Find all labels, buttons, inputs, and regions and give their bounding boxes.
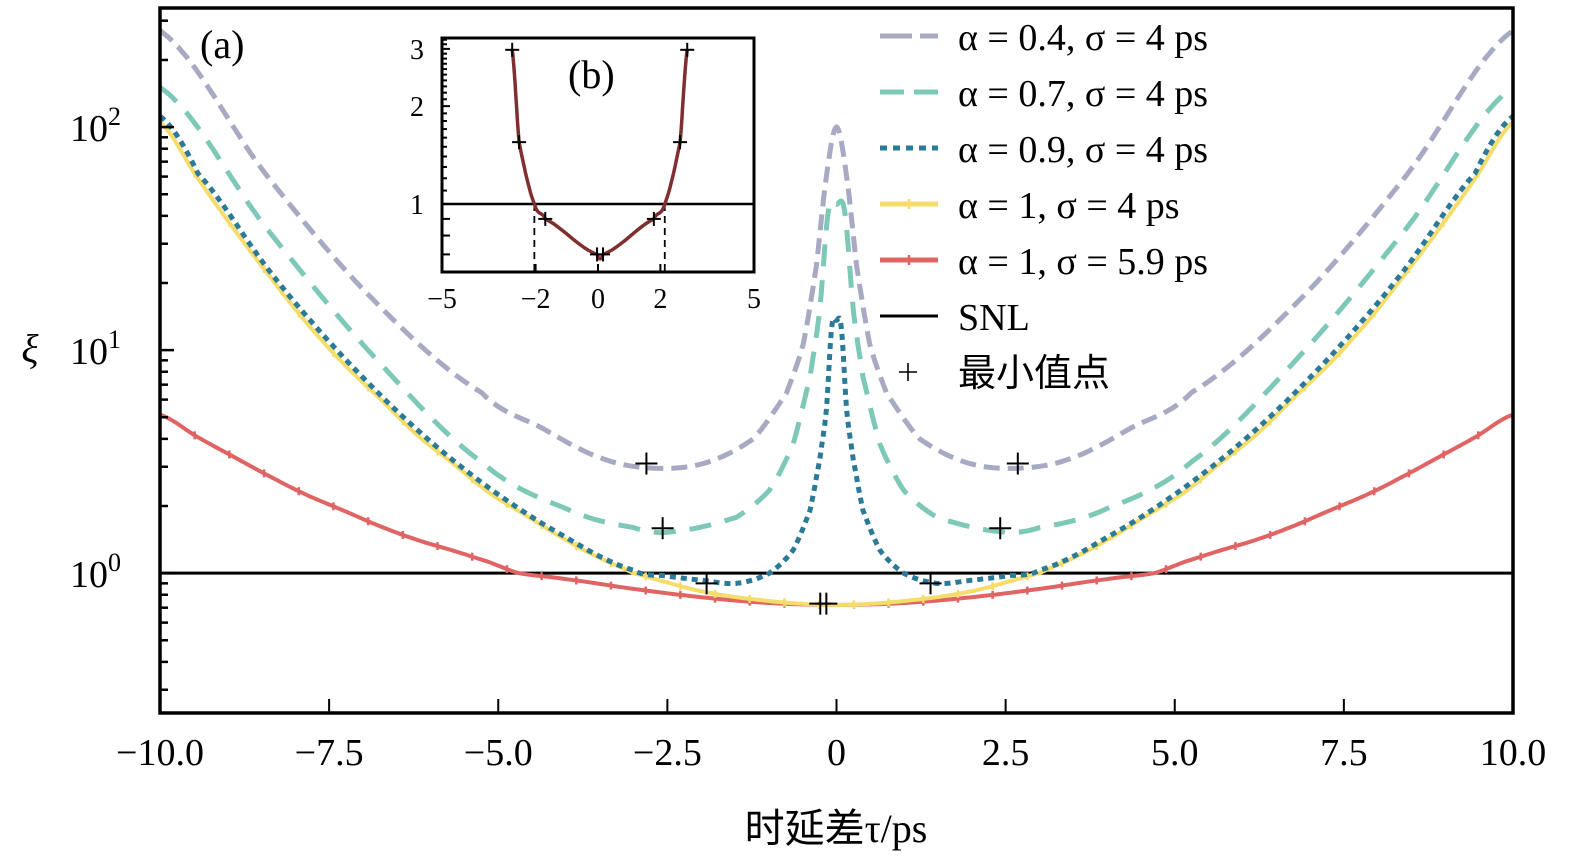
inset-y-tick-label: 1: [410, 190, 424, 221]
legend-label: α = 1, σ = 4 ps: [958, 185, 1180, 227]
x-tick-label: 5.0: [1151, 732, 1199, 774]
main-plot-frame: [158, 6, 1515, 715]
y-tick-label: 101: [70, 325, 121, 373]
inset-x-tick-label: −5: [427, 284, 457, 315]
inset-series-layer: [442, 49, 754, 272]
inset-ticks-layer: −5 −2 0 2 5 1 2 3: [410, 35, 761, 315]
y-tick-label: 100: [70, 548, 121, 596]
main-series-layer: [158, 28, 1515, 609]
main-plot: −10.0 −7.5 −5.0 −2.5 0 2.5 5.0 7.5 10.0100101102…: [21, 6, 1547, 851]
legend-label: α = 0.7, σ = 4 ps: [958, 73, 1208, 115]
inset-plot-area: [442, 38, 754, 272]
inset-x-tick-label: 2: [653, 284, 667, 315]
legend: α = 0.4, σ = 4 ps α = 0.7, σ = 4 ps α = 0.…: [880, 17, 1208, 395]
inset-y-tick-label: 2: [410, 92, 424, 123]
inset-x-tick-label: 0: [591, 284, 605, 315]
series-line-1: [158, 85, 1515, 536]
inset-x-tick-label: 5: [747, 284, 761, 315]
x-axis-title: 时延差τ/ps: [745, 806, 928, 851]
series-line-0: [158, 28, 1515, 471]
inset-x-tick-label: −2: [521, 284, 551, 315]
x-tick-label: −10.0: [116, 732, 204, 774]
inset-y-tick-label: 3: [410, 35, 424, 66]
y-tick-label: 102: [70, 102, 121, 150]
x-tick-label: −2.5: [633, 732, 702, 774]
panel-label-b: (b): [568, 52, 615, 97]
x-tick-label: −5.0: [464, 732, 533, 774]
inset-plot: −5 −2 0 2 5 1 2 3 (b): [410, 35, 761, 315]
y-axis-title: ξ: [21, 326, 39, 371]
x-tick-label: 2.5: [982, 732, 1030, 774]
inset-curve: [510, 49, 689, 261]
legend-label: α = 0.9, σ = 4 ps: [958, 129, 1208, 171]
legend-label: SNL: [958, 297, 1030, 339]
inset-minima-layer: [505, 42, 695, 262]
series-line-3: [158, 120, 1515, 608]
inset-plot-frame: [440, 36, 756, 274]
x-tick-label: 0: [827, 732, 846, 774]
legend-label: α = 0.4, σ = 4 ps: [958, 17, 1208, 59]
x-tick-label: 7.5: [1320, 732, 1368, 774]
panel-label-a: (a): [200, 22, 244, 67]
legend-label: α = 1, σ = 5.9 ps: [958, 241, 1208, 283]
x-tick-label: −7.5: [295, 732, 364, 774]
x-tick-label: 10.0: [1480, 732, 1547, 774]
main-plot-area: [160, 8, 1513, 713]
main-minima-layer: [635, 452, 1029, 615]
series-line-2: [158, 114, 1515, 587]
legend-label: 最小值点: [958, 353, 1110, 395]
